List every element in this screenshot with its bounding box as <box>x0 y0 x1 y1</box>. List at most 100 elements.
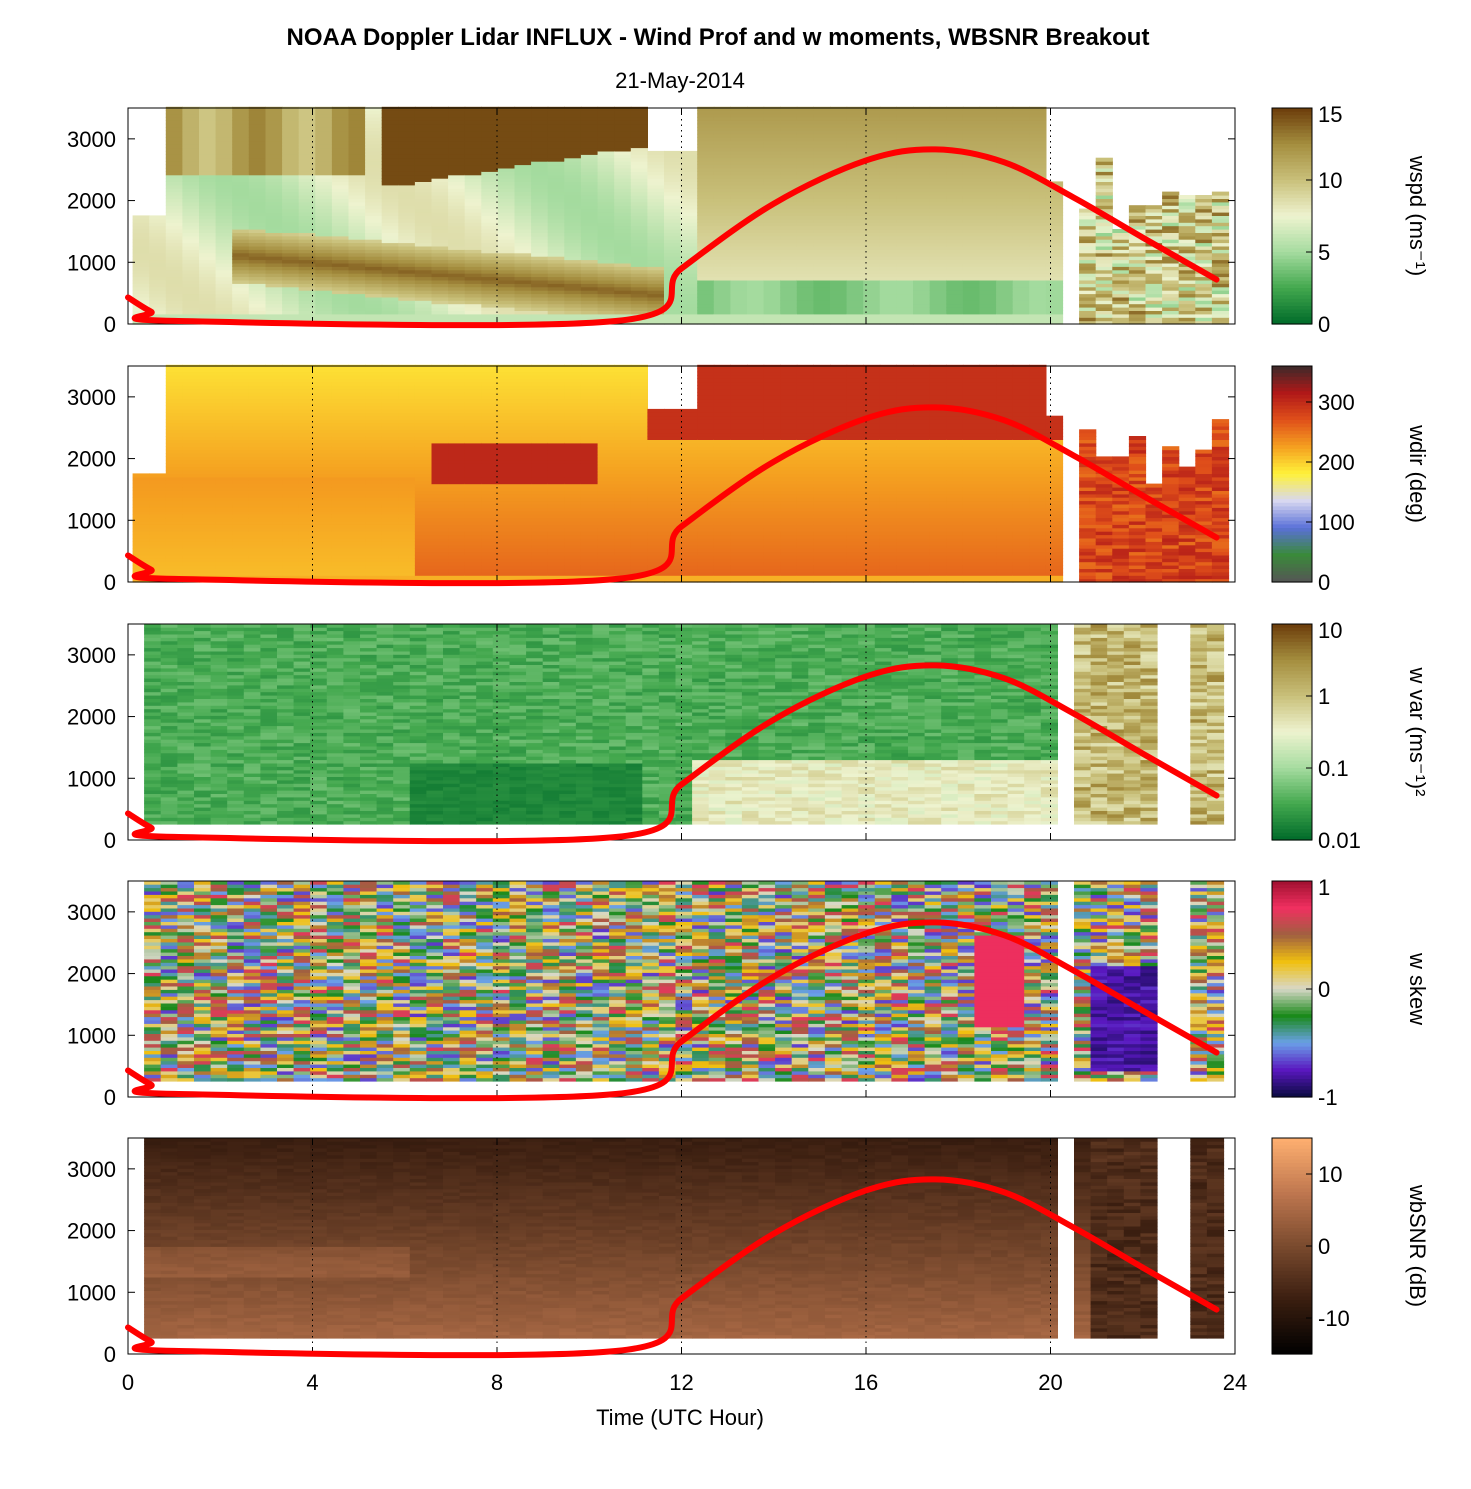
heatmap-cell <box>464 300 482 305</box>
heatmap-cell <box>879 266 897 271</box>
colorbar-step <box>1272 122 1312 127</box>
heatmap-cell <box>182 249 200 254</box>
heatmap-cell <box>248 283 266 288</box>
heatmap-cell <box>763 188 781 193</box>
heatmap-cell <box>614 266 632 271</box>
heatmap-cell <box>680 150 698 155</box>
heatmap-cell <box>747 188 765 193</box>
heatmap-cell <box>232 245 250 250</box>
heatmap-cell <box>497 276 516 281</box>
heatmap-cell <box>265 313 283 318</box>
heatmap-cell <box>282 252 300 257</box>
heatmap-cell <box>979 239 997 244</box>
heatmap-cell <box>365 161 383 166</box>
heatmap-cell <box>165 239 183 244</box>
heatmap-cell <box>348 293 366 298</box>
heatmap-cell <box>747 222 765 227</box>
heatmap-cell <box>780 212 798 216</box>
heatmap-cell <box>199 205 217 210</box>
heatmap-cell <box>1211 317 1230 322</box>
heatmap-cell <box>298 147 316 152</box>
heatmap-cell <box>846 198 864 203</box>
heatmap-cell <box>398 205 416 210</box>
heatmap-cell <box>879 303 897 308</box>
heatmap-cell <box>929 239 947 244</box>
heatmap-cell <box>879 123 897 128</box>
heatmap-cell <box>747 266 765 271</box>
heatmap-cell <box>614 208 632 213</box>
heatmap-cell <box>564 167 582 172</box>
heatmap-cell <box>747 249 765 254</box>
heatmap-cell <box>647 242 665 247</box>
heatmap-cell <box>1012 144 1030 149</box>
heatmap-cell <box>215 184 233 189</box>
heatmap-cell <box>913 252 931 257</box>
heatmap-cell <box>298 137 316 142</box>
heatmap-cell <box>199 208 217 213</box>
heatmap-cell <box>398 123 416 128</box>
heatmap-cell <box>597 201 615 206</box>
heatmap-cell <box>248 290 266 295</box>
heatmap-cell <box>896 317 914 322</box>
heatmap-cell <box>614 232 632 237</box>
heatmap-cell <box>1211 225 1230 230</box>
heatmap-cell <box>531 286 549 291</box>
heatmap-cell <box>863 208 881 213</box>
heatmap-cell <box>614 225 632 230</box>
heatmap-cell <box>813 252 831 257</box>
heatmap-cell <box>514 273 532 278</box>
heatmap-cell <box>747 181 765 186</box>
heatmap-cell <box>697 154 715 159</box>
heatmap-cell <box>282 245 300 250</box>
heatmap-cell <box>913 313 931 318</box>
heatmap-cell <box>298 215 316 220</box>
heatmap-cell <box>398 368 416 373</box>
heatmap-cell <box>497 147 516 152</box>
heatmap-cell <box>1211 286 1230 291</box>
colorbar-step <box>1272 270 1312 275</box>
heatmap-cell <box>614 256 632 261</box>
heatmap-cell <box>713 191 731 196</box>
heatmap-cell <box>248 120 266 125</box>
heatmap-cell <box>664 262 682 267</box>
heatmap-cell <box>531 150 549 155</box>
heatmap-cell <box>1045 286 1064 291</box>
heatmap-cell <box>232 398 250 403</box>
heatmap-cell <box>680 313 698 318</box>
heatmap-cell <box>697 215 715 220</box>
heatmap-cell <box>647 198 665 203</box>
heatmap-cell <box>398 181 416 186</box>
heatmap-cell <box>846 157 864 162</box>
heatmap-cell <box>215 147 233 152</box>
heatmap-cell <box>414 269 433 274</box>
heatmap-cell <box>630 259 648 264</box>
heatmap-cell <box>182 150 200 155</box>
heatmap-cell <box>547 245 565 250</box>
heatmap-cell <box>199 150 217 155</box>
heatmap-cell <box>697 120 715 125</box>
heatmap-cell <box>182 161 200 166</box>
heatmap-cell <box>564 225 582 230</box>
heatmap-cell <box>282 307 300 311</box>
heatmap-cell <box>780 262 798 267</box>
heatmap-cell <box>315 181 333 186</box>
heatmap-cell <box>365 205 383 210</box>
heatmap-cell <box>398 249 416 254</box>
heatmap-cell <box>747 161 765 166</box>
heatmap-cell <box>580 133 599 138</box>
heatmap-cell <box>962 218 981 223</box>
heatmap-cell <box>680 167 698 172</box>
heatmap-cell <box>199 106 217 111</box>
heatmap-cell <box>630 279 648 284</box>
heatmap-cells <box>132 106 1230 325</box>
heatmap-cell <box>215 510 233 515</box>
colorbar-step <box>1272 147 1312 152</box>
heatmap-cell <box>564 195 582 199</box>
heatmap-cell <box>747 164 765 169</box>
heatmap-cell <box>497 273 516 278</box>
heatmap-cell <box>165 313 183 318</box>
heatmap-cell <box>697 116 715 121</box>
heatmap-cell <box>780 184 798 189</box>
heatmap-cell <box>614 171 632 176</box>
